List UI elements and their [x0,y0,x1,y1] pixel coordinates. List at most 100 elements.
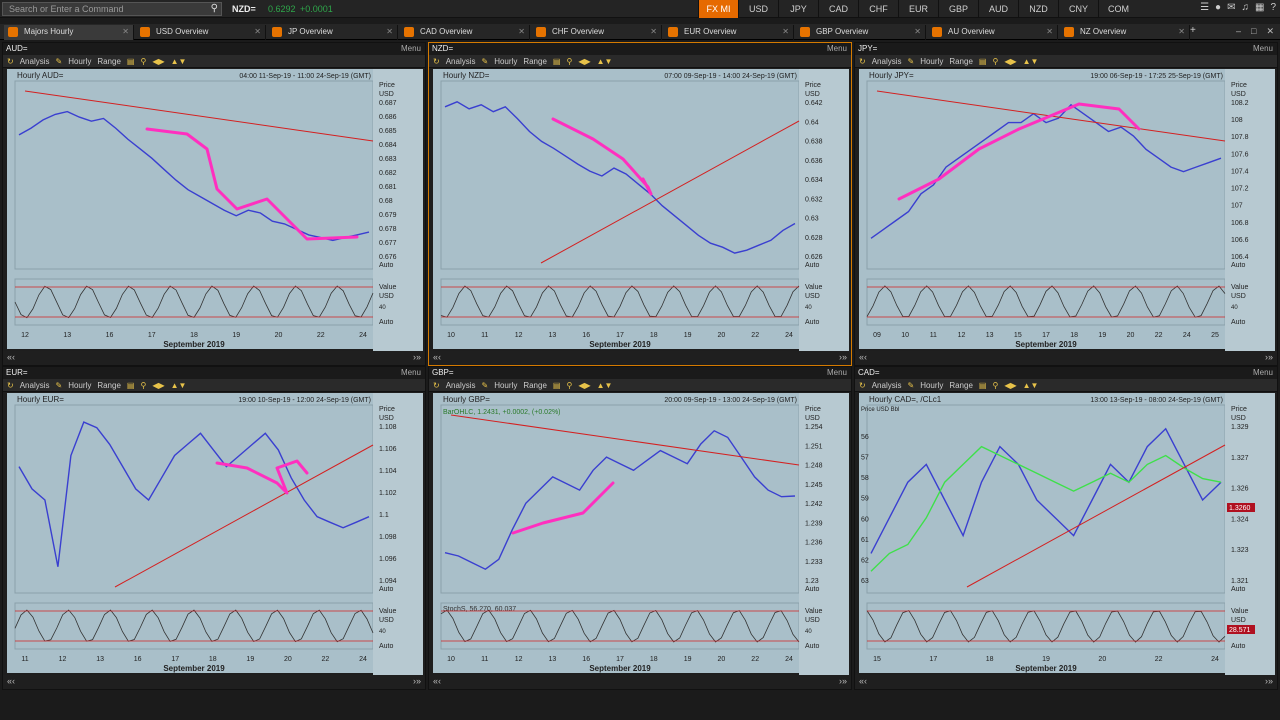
nav-arrows-icon[interactable]: ◀▶ [1004,380,1017,390]
range-select[interactable]: Range [949,380,973,390]
panel-menu-button[interactable]: Menu [1252,368,1273,377]
scroll-left-icon[interactable]: «‹ [859,676,868,686]
close-tab-icon[interactable]: ✕ [782,27,789,36]
currency-tab[interactable]: EUR [898,0,938,18]
expand-icon[interactable]: ▲▼ [170,56,187,66]
expand-icon[interactable]: ▲▼ [1022,56,1039,66]
nav-arrows-icon[interactable]: ◀▶ [1004,56,1017,66]
draw-icon[interactable]: ✎ [481,56,489,66]
scroll-left-icon[interactable]: «‹ [433,352,442,362]
scroll-left-icon[interactable]: «‹ [7,352,16,362]
price-chart[interactable]: Hourly JPY= 19:00 06-Sep-19 - 17:25 25-Se… [859,69,1275,351]
analysis-button[interactable]: Analysis [871,380,902,390]
expand-icon[interactable]: ▲▼ [170,380,187,390]
draw-icon[interactable]: ✎ [55,380,63,390]
refresh-icon[interactable]: ↻ [433,380,440,390]
panel-menu-button[interactable]: Menu [1252,44,1273,53]
chat-icon[interactable]: ✉ [1227,2,1236,13]
apps-icon[interactable]: ▦ [1254,2,1265,13]
bell-icon[interactable]: ♫ [1241,2,1249,13]
restore-icon[interactable]: □ [1251,26,1257,36]
currency-tab[interactable]: CHF [858,0,898,18]
draw-icon[interactable]: ✎ [481,380,489,390]
currency-tab[interactable]: NZD [1018,0,1058,18]
add-tab-icon[interactable]: + [1190,25,1196,36]
interval-select[interactable]: Hourly [494,380,518,390]
analysis-button[interactable]: Analysis [19,380,50,390]
scroll-right-icon[interactable]: ›» [838,352,847,362]
nav-arrows-icon[interactable]: ◀▶ [152,56,165,66]
search-input[interactable]: Search or Enter a Command ⚲ [2,2,222,16]
interval-select[interactable]: Hourly [68,380,92,390]
refresh-icon[interactable]: ↻ [859,56,866,66]
zoom-icon[interactable]: ⚲ [140,380,147,390]
range-select[interactable]: Range [523,380,547,390]
range-select[interactable]: Range [97,380,121,390]
close-tab-icon[interactable]: ✕ [914,27,921,36]
menu-icon[interactable]: ☰ [1200,2,1210,13]
close-tab-icon[interactable]: ✕ [1178,27,1185,36]
workspace-tab[interactable]: USD Overview ✕ [136,25,266,40]
panel-menu-button[interactable]: Menu [826,368,847,377]
interval-select[interactable]: Hourly [68,56,92,66]
draw-icon[interactable]: ✎ [907,380,915,390]
panel-menu-button[interactable]: Menu [400,368,421,377]
zoom-icon[interactable]: ⚲ [992,56,999,66]
currency-tab[interactable]: JPY [778,0,818,18]
workspace-tab[interactable]: CHF Overview ✕ [532,25,662,40]
currency-tab[interactable]: CNY [1058,0,1098,18]
workspace-tab[interactable]: AU Overview ✕ [928,25,1058,40]
close-icon[interactable]: ✕ [1266,26,1274,36]
chart-type-icon[interactable]: ▤ [552,380,561,390]
zoom-icon[interactable]: ⚲ [140,56,147,66]
close-tab-icon[interactable]: ✕ [650,27,657,36]
workspace-tab[interactable]: EUR Overview ✕ [664,25,794,40]
currency-tab[interactable]: FX MI [698,0,738,18]
refresh-icon[interactable]: ↻ [433,56,440,66]
nav-arrows-icon[interactable]: ◀▶ [152,380,165,390]
price-chart[interactable]: Hourly CAD=, /CLc1 13:00 13-Sep-19 - 08:0… [859,393,1275,675]
analysis-button[interactable]: Analysis [445,56,476,66]
close-tab-icon[interactable]: ✕ [386,27,393,36]
workspace-tab[interactable]: NZ Overview ✕ [1060,25,1190,40]
range-select[interactable]: Range [949,56,973,66]
search-icon[interactable]: ⚲ [210,3,218,14]
refresh-icon[interactable]: ↻ [859,380,866,390]
user-icon[interactable]: ● [1215,2,1222,13]
nav-arrows-icon[interactable]: ◀▶ [578,56,591,66]
analysis-button[interactable]: Analysis [445,380,476,390]
scroll-right-icon[interactable]: ›» [1264,676,1273,686]
scroll-right-icon[interactable]: ›» [1264,352,1273,362]
interval-select[interactable]: Hourly [920,56,944,66]
workspace-tab[interactable]: JP Overview ✕ [268,25,398,40]
zoom-icon[interactable]: ⚲ [992,380,999,390]
price-chart[interactable]: Hourly NZD= 07:00 09-Sep-19 - 14:00 24-Se… [433,69,849,351]
currency-tab[interactable]: CAD [818,0,858,18]
interval-select[interactable]: Hourly [920,380,944,390]
price-chart[interactable]: Hourly EUR= 19:00 10-Sep-19 - 12:00 24-Se… [7,393,423,675]
scroll-left-icon[interactable]: «‹ [7,676,16,686]
close-tab-icon[interactable]: ✕ [518,27,525,36]
nav-arrows-icon[interactable]: ◀▶ [578,380,591,390]
currency-tab[interactable]: AUD [978,0,1018,18]
chart-type-icon[interactable]: ▤ [978,56,987,66]
currency-tab[interactable]: USD [738,0,778,18]
help-icon[interactable]: ? [1270,2,1276,13]
chart-type-icon[interactable]: ▤ [126,380,135,390]
zoom-icon[interactable]: ⚲ [566,380,573,390]
panel-menu-button[interactable]: Menu [400,44,421,53]
range-select[interactable]: Range [523,56,547,66]
chart-type-icon[interactable]: ▤ [126,56,135,66]
scroll-right-icon[interactable]: ›» [412,676,421,686]
close-tab-icon[interactable]: ✕ [254,27,261,36]
chart-type-icon[interactable]: ▤ [978,380,987,390]
minimize-icon[interactable]: – [1236,26,1242,36]
currency-tab[interactable]: GBP [938,0,978,18]
range-select[interactable]: Range [97,56,121,66]
draw-icon[interactable]: ✎ [907,56,915,66]
close-tab-icon[interactable]: ✕ [122,27,129,36]
panel-menu-button[interactable]: Menu [826,44,847,53]
expand-icon[interactable]: ▲▼ [596,380,613,390]
price-chart[interactable]: Hourly GBP= 20:00 09-Sep-19 - 13:00 24-Se… [433,393,849,675]
scroll-right-icon[interactable]: ›» [412,352,421,362]
